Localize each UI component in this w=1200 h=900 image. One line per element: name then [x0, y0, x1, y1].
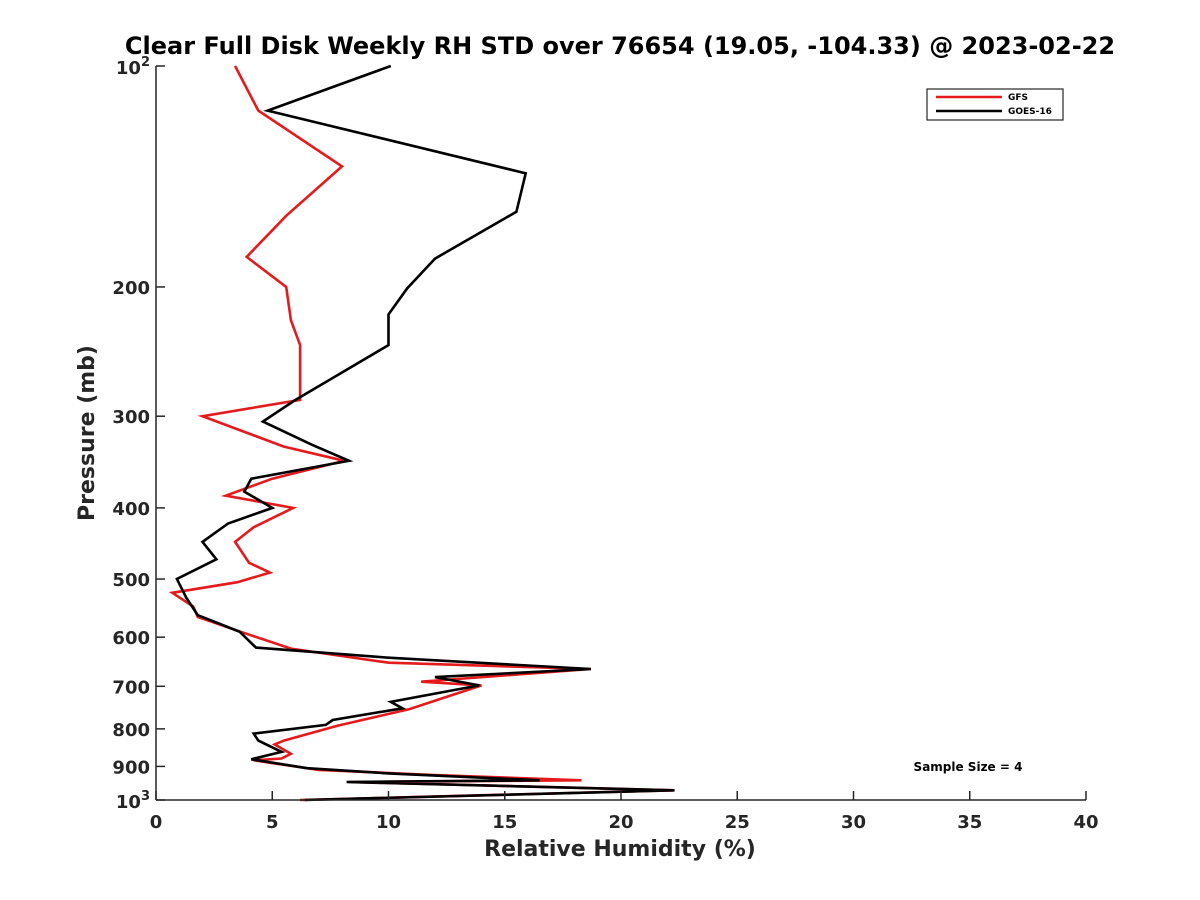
- legend-box: [926, 88, 1064, 121]
- plot-area: [156, 66, 1086, 800]
- series-layer: [168, 64, 675, 802]
- x-tick-label: 25: [725, 812, 750, 833]
- y-tick-label: 200: [112, 278, 150, 299]
- y-tick-label: 500: [112, 570, 150, 591]
- x-tick-label: 15: [492, 812, 517, 833]
- series-line-goes-16: [175, 64, 675, 802]
- chart-title: Clear Full Disk Weekly RH STD over 76654…: [125, 32, 1115, 60]
- y-tick-label: 900: [112, 757, 150, 778]
- y-ticks: 200 300 400 500 600 700 800 900 102 103: [112, 55, 165, 813]
- x-ticks: 0 5 10 15 20 25 30 35 40: [150, 791, 1099, 833]
- x-tick-label: 35: [957, 812, 982, 833]
- y-tick-label: 600: [112, 628, 150, 649]
- legend-label-gfs: GFS: [1008, 93, 1028, 103]
- x-tick-label: 30: [841, 812, 866, 833]
- x-tick-label: 0: [150, 812, 163, 833]
- y-tick-label: 400: [112, 499, 150, 520]
- y-tick-label: 300: [112, 407, 150, 428]
- y-axis-label: Pressure (mb): [75, 345, 100, 521]
- x-tick-label: 10: [376, 812, 401, 833]
- x-tick-label: 5: [266, 812, 279, 833]
- y-tick-label: 800: [112, 720, 150, 741]
- legend-label-goes-16: GOES-16: [1008, 107, 1052, 117]
- y-tick-label-exponent: 103: [116, 789, 150, 813]
- x-tick-label: 20: [608, 812, 633, 833]
- x-axis-label: Relative Humidity (%): [484, 837, 756, 862]
- y-tick-label-exponent: 102: [116, 55, 150, 79]
- sample-size-annotation: Sample Size = 4: [914, 760, 1023, 774]
- legend: GFS GOES-16: [926, 88, 1064, 121]
- x-tick-label: 40: [1073, 812, 1098, 833]
- y-tick-label: 700: [112, 677, 150, 698]
